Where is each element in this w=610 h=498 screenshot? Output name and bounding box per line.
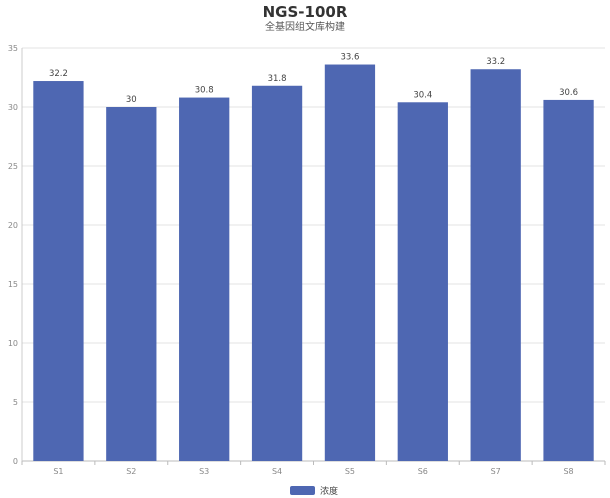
bars [33,64,594,462]
data-label-S5: 33.6 [340,53,359,63]
bar-S5[interactable] [324,64,376,462]
bar-S8[interactable] [543,99,594,462]
legend-label[interactable]: 浓度 [320,485,338,497]
chart-title: NGS-100R [263,3,348,21]
data-label-S1: 32.2 [49,69,68,79]
chart-subtitle: 全基因组文库构建 [265,20,345,33]
axes: 0 5 10 15 20 25 30 35 S1 S2 S3 S4 S5 S6 S7 S8 [8,44,606,476]
y-tick-label: 20 [8,221,18,230]
x-tick-label-S8: S8 [563,467,573,476]
y-tick-label: 25 [8,162,18,171]
data-labels: 32.2 30 30.8 31.8 33.6 30.4 33.2 30.6 [49,53,578,105]
y-tick-label: 10 [8,339,18,348]
y-tick-label: 30 [8,103,18,112]
legend[interactable]: 浓度 [290,485,338,497]
bar-S6[interactable] [397,102,448,461]
x-tick-label-S2: S2 [126,467,136,476]
bar-S1[interactable] [33,81,84,461]
data-label-S6: 30.4 [413,90,432,100]
x-tick-label-S4: S4 [272,467,282,476]
bar-S2[interactable] [106,107,157,461]
data-label-S7: 33.2 [486,57,505,67]
bar-S3[interactable] [179,97,230,461]
legend-swatch[interactable] [290,486,315,495]
data-label-S4: 31.8 [268,74,287,84]
data-label-S3: 30.8 [195,86,214,96]
y-tick-label: 5 [13,398,18,407]
y-tick-label: 15 [8,280,18,289]
bar-S4[interactable] [251,85,303,461]
x-tick-label-S6: S6 [418,467,428,476]
data-label-S2: 30 [126,95,137,105]
x-tick-label-S5: S5 [345,467,355,476]
data-label-S8: 30.6 [559,88,578,98]
x-tick-label-S1: S1 [53,467,63,476]
x-tick-label-S3: S3 [199,467,209,476]
y-tick-label: 0 [13,457,18,466]
y-tick-label: 35 [8,44,18,53]
bar-S7[interactable] [470,69,521,462]
x-tick-label-S7: S7 [491,467,501,476]
